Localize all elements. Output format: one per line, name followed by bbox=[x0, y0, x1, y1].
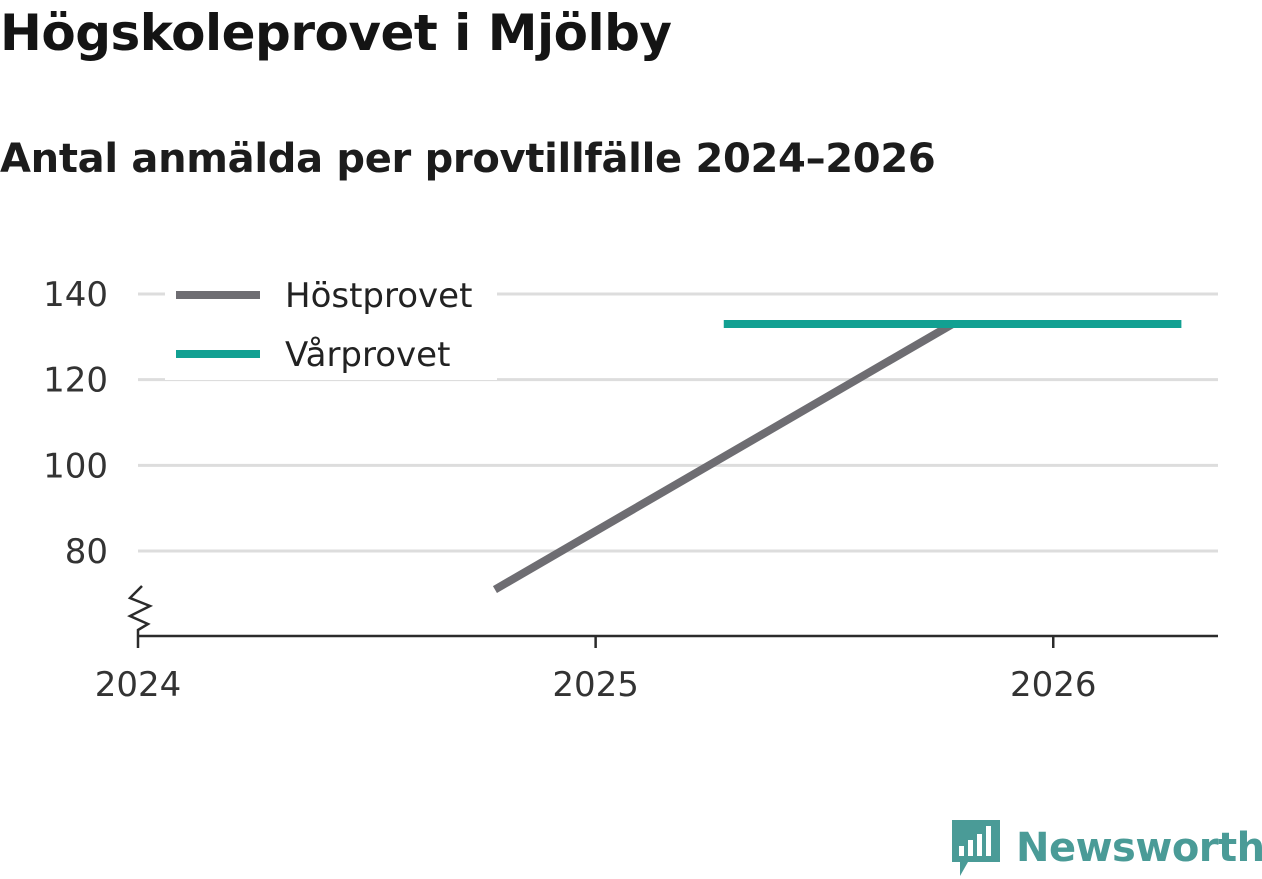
brand-name: Newsworthy bbox=[1016, 825, 1262, 871]
legend-background bbox=[165, 266, 497, 380]
series-lines bbox=[492, 319, 1182, 594]
axis-break-icon bbox=[127, 585, 154, 636]
x-tick-label: 2025 bbox=[552, 665, 639, 705]
y-tick-label: 100 bbox=[43, 446, 108, 486]
legend-label: Vårprovet bbox=[285, 335, 450, 375]
chart-title: Högskoleprovet i Mjölby bbox=[0, 4, 672, 62]
legend: Höstprovet Vårprovet bbox=[165, 266, 497, 380]
y-tick-label: 120 bbox=[43, 361, 108, 401]
y-tick-label: 140 bbox=[43, 275, 108, 315]
legend-label: Höstprovet bbox=[285, 276, 472, 316]
newsworthy-logo-icon bbox=[952, 820, 1000, 876]
series-line-hostprovet bbox=[492, 320, 955, 594]
newsworthy-brand: Newsworthy bbox=[950, 818, 1262, 878]
y-tick-label: 80 bbox=[65, 532, 108, 572]
x-tick-label: 2026 bbox=[1010, 665, 1097, 705]
x-tick-label: 2024 bbox=[95, 665, 182, 705]
chart-subtitle: Antal anmälda per provtillfälle 2024–202… bbox=[0, 136, 936, 182]
axes: 80 100 120 140 2024 2025 2026 bbox=[43, 275, 1218, 705]
